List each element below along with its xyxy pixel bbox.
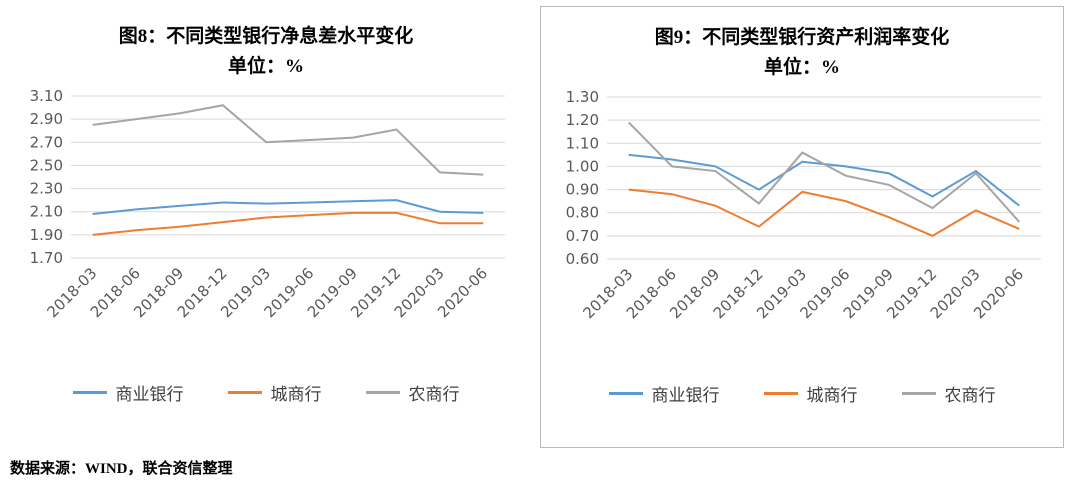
y-tick-label: 2.30 [30, 180, 63, 198]
y-tick-label: 0.70 [566, 227, 599, 245]
line-chart-fig8: 1.701.902.102.302.502.702.903.102018-032… [30, 88, 505, 321]
y-tick-label: 3.10 [30, 88, 63, 105]
y-tick-label: 2.50 [30, 156, 63, 174]
legend-item: 商业银行 [72, 380, 184, 405]
legend-line-swatch [365, 391, 400, 394]
y-tick-label: 1.10 [566, 134, 599, 152]
series-line-城商行 [92, 211, 484, 236]
legend-item: 城商行 [227, 380, 322, 405]
y-tick-label: 1.20 [566, 111, 599, 129]
legend-item: 城商行 [763, 381, 858, 406]
y-tick-label: 0.60 [566, 250, 599, 268]
chart-panels-row: 图8：不同类型银行净息差水平变化 单位：% 1.70 1.90 2.10 2.30 2.… [4, 6, 1064, 448]
legend-item: 农商行 [901, 381, 996, 406]
y-tick-label: 1.90 [30, 226, 63, 244]
series-line-农商行 [627, 121, 1021, 223]
series-line-农商行 [92, 104, 484, 176]
y-tick-label: 1.00 [566, 157, 599, 175]
chart-title-fig8: 图8：不同类型银行净息差水平变化 单位：% [119, 22, 414, 82]
legend-fig8: 商业银行 城商行 农商行 [72, 380, 460, 405]
y-tick-label: 1.30 [566, 89, 599, 106]
chart-title-line1: 图9：不同类型银行资产利润率变化 [654, 27, 950, 48]
source-note: 数据来源：WIND，联合资信整理 [10, 461, 233, 477]
line-chart-fig9: 0.600.700.800.901.001.101.201.302018-032… [566, 89, 1041, 322]
y-tick-label: 2.70 [30, 133, 63, 151]
legend-line-swatch [72, 391, 107, 394]
legend-line-swatch [608, 392, 643, 395]
legend-fig9: 商业银行 城商行 农商行 [608, 381, 996, 406]
legend-label: 商业银行 [651, 386, 720, 406]
chart-title-fig9: 图9：不同类型银行资产利润率变化 单位：% [655, 23, 950, 83]
series-line-商业银行 [92, 199, 484, 216]
legend-line-swatch [901, 392, 936, 395]
y-tick-label: 0.80 [566, 204, 599, 222]
legend-line-swatch [763, 392, 798, 395]
chart-title-line1: 图8：不同类型银行净息差水平变化 [118, 26, 414, 47]
series-line-城商行 [628, 188, 1020, 237]
legend-item: 农商行 [365, 380, 460, 405]
legend-label: 城商行 [806, 386, 858, 406]
chart-panel-fig9: 图9：不同类型银行资产利润率变化 单位：% 0.60 0.70 0.80 0.90 1.… [540, 6, 1064, 448]
y-tick-label: 0.90 [566, 181, 599, 199]
legend-line-swatch [227, 391, 262, 394]
legend-label: 农商行 [408, 385, 460, 405]
chart-title-line2: 单位：% [763, 57, 840, 78]
y-tick-label: 1.70 [30, 249, 63, 267]
legend-label: 农商行 [944, 386, 996, 406]
chart-title-line2: 单位：% [227, 56, 304, 77]
legend-label: 商业银行 [115, 385, 184, 405]
y-tick-label: 2.90 [30, 110, 63, 128]
y-tick-label: 2.10 [30, 203, 63, 221]
legend-label: 城商行 [270, 385, 322, 405]
chart-panel-fig8: 图8：不同类型银行净息差水平变化 单位：% 1.70 1.90 2.10 2.30 2.… [4, 6, 528, 448]
legend-item: 商业银行 [608, 381, 720, 406]
